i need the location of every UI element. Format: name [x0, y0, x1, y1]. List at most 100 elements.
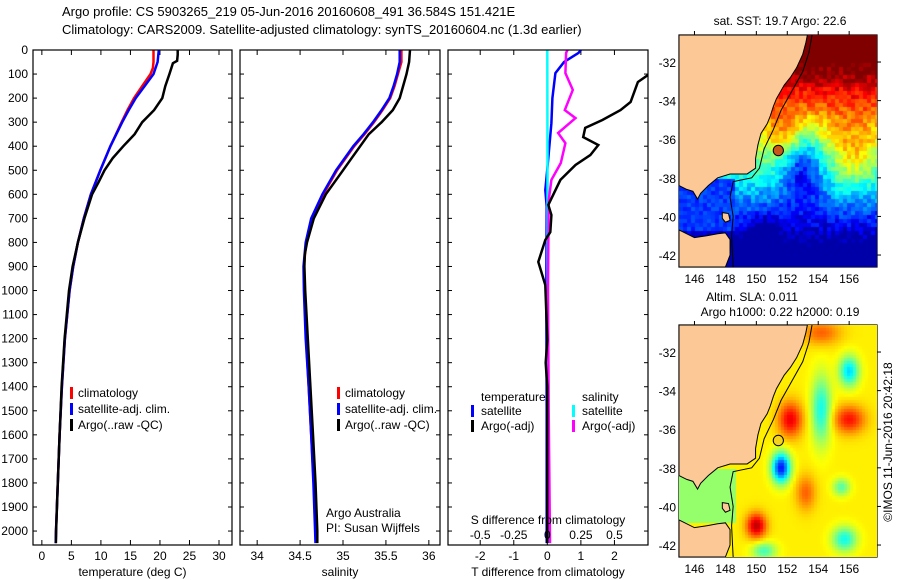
legend-title-temperature: temperature: [481, 390, 546, 404]
lat-tick-label: -36: [659, 133, 677, 147]
y-tick-label: 500: [8, 163, 28, 177]
x-tick-label: 35: [336, 549, 350, 563]
x-tick-label: -2: [475, 549, 486, 563]
legend-label: satellite-adj. clim.: [78, 402, 170, 416]
lon-tick-label: 154: [808, 272, 828, 286]
isobath-contour: [730, 325, 812, 557]
legend-swatch: [572, 420, 575, 432]
y-tick-label: 600: [8, 187, 28, 201]
axes-box: [239, 49, 441, 546]
x-tick-label: 36: [422, 549, 436, 563]
x-axis-label: temperature (deg C): [78, 565, 186, 579]
y-tick-label: 100: [8, 67, 28, 81]
isobath-contour: [730, 35, 812, 267]
lat-tick-label: -32: [659, 346, 677, 360]
legend-swatch: [70, 419, 73, 431]
legend-label: satellite: [582, 404, 623, 418]
series-line-climatology: [54, 50, 155, 544]
legend-label: Argo(-adj): [582, 419, 635, 433]
y-tick-label: 700: [8, 211, 28, 225]
mainland-land: [679, 35, 807, 199]
legend-swatch: [337, 403, 340, 415]
plot-title-line1: Argo profile: CS 5903265_219 05-Jun-2016…: [62, 4, 516, 19]
x-tick-label: 35.5: [374, 549, 398, 563]
s-axis-label: S difference from climatology: [471, 513, 626, 527]
legend-swatch: [337, 419, 340, 431]
series-line-satellite-adj-clim-: [302, 50, 401, 544]
lat-tick-label: -34: [659, 385, 677, 399]
series-line-climatology: [302, 50, 403, 544]
lon-tick-label: 148: [715, 562, 735, 576]
legend-swatch: [70, 387, 73, 399]
x-tick-label: 34: [250, 549, 264, 563]
lat-tick-label: -42: [659, 249, 677, 263]
y-tick-label: 0: [21, 43, 28, 57]
plot-title-line2: Climatology: CARS2009. Satellite-adjuste…: [62, 22, 582, 37]
series-line-argo-raw-qc-: [54, 50, 179, 544]
lon-tick-label: 154: [808, 562, 828, 576]
lat-tick-label: -38: [659, 462, 677, 476]
x-axis-label: salinity: [322, 565, 359, 579]
lon-tick-label: 152: [777, 562, 797, 576]
series-line-s-argo-adj-: [546, 50, 578, 544]
y-tick-label: 1800: [1, 476, 28, 490]
legend-title-salinity: salinity: [582, 390, 619, 404]
series-line-t-argo-adj-: [536, 73, 648, 544]
s-tick-label: -0.25: [500, 528, 528, 542]
lat-tick-label: -40: [659, 500, 677, 514]
lon-tick-label: 156: [839, 562, 859, 576]
x-tick-label: 15: [124, 549, 138, 563]
y-tick-label: 200: [8, 91, 28, 105]
lat-tick-label: -34: [659, 95, 677, 109]
x-tick-label: 10: [94, 549, 108, 563]
flinders-island-land: [722, 503, 730, 513]
legend-swatch: [471, 420, 474, 432]
x-axis-label: T difference from climatology: [471, 565, 625, 579]
lon-tick-label: 156: [839, 272, 859, 286]
y-tick-label: 1400: [1, 380, 28, 394]
y-tick-label: 400: [8, 139, 28, 153]
series-line-satellite-adj-clim-: [54, 50, 161, 544]
s-tick-label: 0.5: [606, 528, 623, 542]
salinity-profile: 34 34.5 35 35.5 36 salinity climatology satelli…: [239, 49, 441, 579]
difference-profile: -2 -1 0 1 2 T difference from climatology temp…: [447, 49, 649, 579]
y-tick-label: 1600: [1, 428, 28, 442]
x-tick-label: 1: [578, 549, 585, 563]
x-tick-label: -1: [508, 549, 519, 563]
mainland-land: [679, 325, 807, 489]
s-tick-label: 0.25: [569, 528, 593, 542]
y-tick-label: 1000: [1, 284, 28, 298]
x-tick-label: 34.5: [288, 549, 312, 563]
y-tick-label: 900: [8, 259, 28, 273]
x-tick-label: 25: [183, 549, 197, 563]
lon-tick-label: 146: [684, 272, 704, 286]
s-tick-label: -0.5: [470, 528, 491, 542]
lon-tick-label: 148: [715, 272, 735, 286]
pi-label: PI: Susan Wijffels: [326, 521, 420, 535]
series-line-argo-raw-qc-: [303, 50, 412, 544]
copyright-label: ©IMOS 11-Jun-2016 20:42:18: [881, 362, 895, 522]
lon-tick-label: 150: [746, 562, 766, 576]
lat-tick-label: -42: [659, 539, 677, 553]
x-tick-label: 20: [153, 549, 167, 563]
argo-float-marker[interactable]: [773, 145, 783, 155]
argo-float-marker[interactable]: [773, 435, 783, 445]
sst-map-axes: 146 148 150 152 154 156 -32 -34 -36 -38 -40 -42: [659, 31, 881, 286]
y-tick-label: 1900: [1, 500, 28, 514]
sla-map-subtitle: Argo h1000: 0.22 h2000: 0.19: [701, 305, 860, 319]
x-tick-label: 0: [544, 549, 551, 563]
lon-tick-label: 152: [777, 272, 797, 286]
tasmania-land: [679, 230, 730, 267]
x-tick-label: 30: [212, 549, 226, 563]
legend-swatch: [337, 387, 340, 399]
legend-label: Argo(-adj): [481, 419, 534, 433]
legend-swatch: [70, 403, 73, 415]
s-tick-label: 0: [544, 528, 551, 542]
x-tick-label: 0: [39, 549, 46, 563]
legend-label: climatology: [78, 386, 138, 400]
flinders-island-land: [722, 213, 730, 223]
legend-swatch: [572, 405, 575, 417]
legend-label: climatology: [345, 386, 405, 400]
y-tick-label: 2000: [1, 524, 28, 538]
